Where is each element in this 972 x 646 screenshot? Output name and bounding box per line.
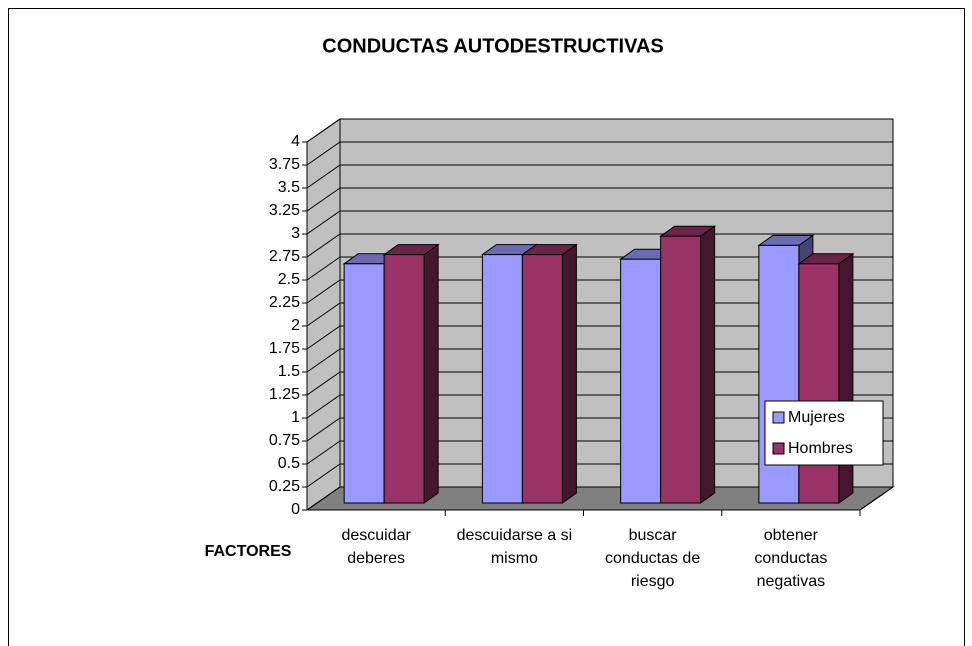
y-tick-label: 1.5: [278, 363, 300, 380]
chart-title: CONDUCTAS AUTODESTRUCTIVAS: [322, 35, 663, 57]
grid-line: [306, 141, 893, 166]
x-axis-label: FACTORES: [205, 543, 292, 560]
y-tick-label: 4: [291, 133, 300, 150]
y-tick-label: 0: [291, 501, 300, 518]
y-tick-label: 3.5: [278, 179, 300, 196]
grid-line: [306, 187, 893, 212]
x-tick-label: obtener conductas negativas: [754, 527, 828, 590]
grid-line: [306, 210, 893, 235]
y-tick-label: 1.25: [269, 386, 300, 403]
bar-side: [561, 243, 577, 504]
y-tick-label: 3.75: [269, 156, 300, 173]
legend-label: Hombres: [788, 440, 853, 457]
y-tick-label: 2: [291, 317, 300, 334]
bar: [798, 263, 840, 504]
y-tick-label: 0.5: [278, 455, 300, 472]
bar-side: [423, 243, 439, 504]
grid-line: [306, 164, 893, 189]
bar: [620, 258, 662, 504]
y-tick-label: 1: [291, 409, 300, 426]
legend-label: Mujeres: [788, 409, 845, 426]
y-tick-label: 2.25: [269, 294, 300, 311]
bar-side: [838, 252, 854, 504]
legend-box: [764, 400, 884, 466]
bar: [343, 263, 385, 504]
y-tick-label: 0.75: [269, 432, 300, 449]
y-tick-label: 3: [291, 225, 300, 242]
legend-swatch: [772, 442, 785, 455]
x-tick-label: buscar conductas de riesgo: [605, 527, 701, 590]
y-tick-label: 0.25: [269, 478, 300, 495]
y-tick-label: 2.5: [278, 271, 300, 288]
bar: [521, 254, 563, 504]
x-tick-label: descuidar deberes: [341, 527, 411, 567]
x-tick-label: descuidarse a si mismo: [456, 527, 573, 567]
x-axis-depth: [859, 486, 894, 511]
bar: [481, 254, 523, 504]
y-tick-label: 3.25: [269, 202, 300, 219]
bar: [383, 254, 425, 504]
y-tick-label: 1.75: [269, 340, 300, 357]
legend-swatch: [772, 411, 785, 424]
bar-side: [700, 225, 716, 504]
grid-line: [306, 118, 893, 143]
y-tick-label: 2.75: [269, 248, 300, 265]
bar: [660, 235, 702, 504]
